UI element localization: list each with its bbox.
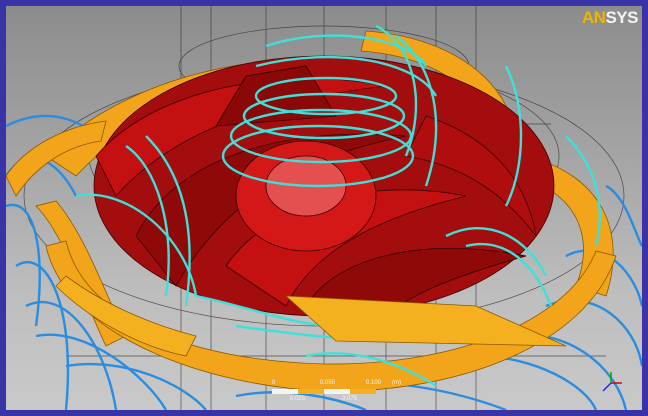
3d-viewport[interactable]: ANSYS 0 0.050 0.100 (m) 0.025 0.075 <box>6 6 642 410</box>
impeller <box>93 55 555 337</box>
scale-tick-0: 0 <box>272 380 276 386</box>
scale-legend: 0 0.050 0.100 (m) 0.025 0.075 <box>268 380 418 406</box>
scale-tick-1: 0.050 <box>320 380 336 386</box>
axis-triad-icon <box>602 372 622 392</box>
scale-bar-seg <box>298 389 324 394</box>
scale-bar-seg <box>350 389 376 394</box>
scale-bar-seg <box>324 389 350 394</box>
inner-streamlines <box>75 24 601 387</box>
scale-unit: (m) <box>392 380 401 386</box>
front-diffuser-vanes <box>55 275 567 357</box>
scale-subtick-1: 0.075 <box>342 396 358 402</box>
scale-bar-seg <box>272 389 298 394</box>
pump-model-render <box>6 6 642 410</box>
scale-subtick-0: 0.025 <box>290 396 306 402</box>
diffuser-base-ring <box>45 240 617 392</box>
ansys-logo: ANSYS <box>581 8 639 27</box>
scale-tick-2: 0.100 <box>366 380 382 386</box>
